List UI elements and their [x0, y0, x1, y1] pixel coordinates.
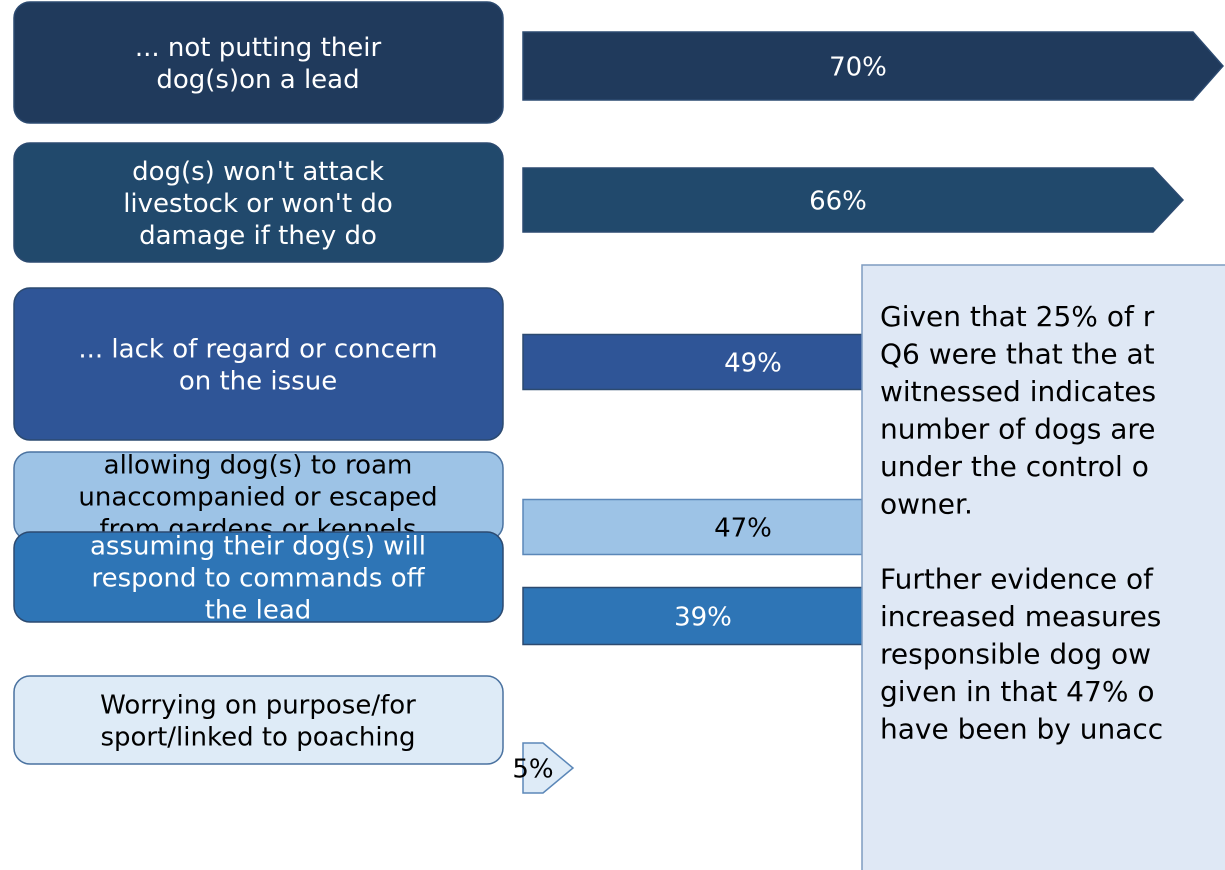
value-label: 49% [724, 349, 782, 379]
value-label: 5% [512, 755, 553, 785]
note-text: number of dogs are [880, 413, 1156, 446]
value-label: 39% [674, 603, 732, 633]
note-text: given in that 47% o [880, 675, 1154, 708]
category-box [13, 287, 504, 441]
category-label: ... not putting their [135, 33, 382, 63]
value-label: 47% [714, 514, 772, 544]
value-label: 66% [809, 187, 867, 217]
category-label: Worrying on purpose/for [100, 691, 416, 721]
category-label: dog(s) won't attack [132, 157, 384, 187]
arrow-bar [522, 167, 1185, 233]
arrow-bar [522, 31, 1225, 101]
note-text: increased measures [880, 600, 1161, 633]
note-text: responsible dog ow [880, 638, 1151, 671]
arrow-bar [522, 742, 575, 794]
note-text: Further evidence of [880, 563, 1154, 596]
category-label: allowing dog(s) to roam [104, 451, 413, 481]
note-text: witnessed indicates [880, 375, 1156, 408]
category-label: sport/linked to poaching [100, 723, 415, 753]
category-label: assuming their dog(s) will [90, 532, 426, 562]
category-label: on the issue [179, 367, 337, 397]
category-label: the lead [205, 596, 312, 626]
note-text: Given that 25% of r [880, 300, 1155, 333]
category-label: damage if they do [139, 221, 377, 251]
category-label: unaccompanied or escaped [78, 483, 437, 513]
category-box [13, 531, 504, 623]
note-text: Q6 were that the at [880, 338, 1155, 371]
category-label: livestock or won't do [123, 189, 393, 219]
category-label: ... lack of regard or concern [78, 335, 437, 365]
note-text: owner. [880, 488, 973, 521]
category-box [13, 142, 504, 263]
value-label: 70% [829, 53, 887, 83]
note-box [861, 264, 1225, 870]
category-label: respond to commands off [91, 564, 425, 594]
category-label: dog(s)on a lead [156, 65, 359, 95]
note-text: under the control o [880, 450, 1149, 483]
category-box [13, 1, 504, 124]
note-text: have been by unacc [880, 713, 1163, 746]
category-box [13, 675, 504, 765]
